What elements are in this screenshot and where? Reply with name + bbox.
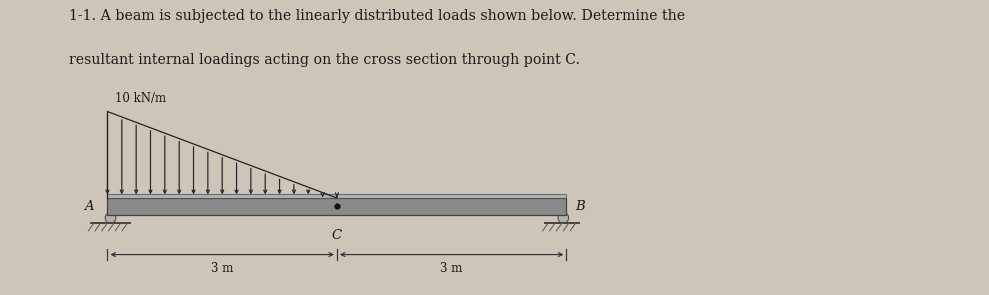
- Text: 3 m: 3 m: [440, 262, 463, 275]
- Text: C: C: [332, 229, 342, 242]
- Text: resultant internal loadings acting on the cross section through point C.: resultant internal loadings acting on th…: [69, 53, 581, 67]
- Text: 1-1. A beam is subjected to the linearly distributed loads shown below. Determin: 1-1. A beam is subjected to the linearly…: [69, 9, 685, 23]
- Text: 10 kN/m: 10 kN/m: [115, 92, 166, 105]
- Polygon shape: [108, 198, 567, 215]
- Text: A: A: [84, 200, 94, 213]
- Polygon shape: [108, 194, 567, 198]
- Circle shape: [558, 212, 569, 223]
- Text: 3 m: 3 m: [211, 262, 233, 275]
- Text: B: B: [576, 200, 585, 213]
- Circle shape: [105, 212, 116, 223]
